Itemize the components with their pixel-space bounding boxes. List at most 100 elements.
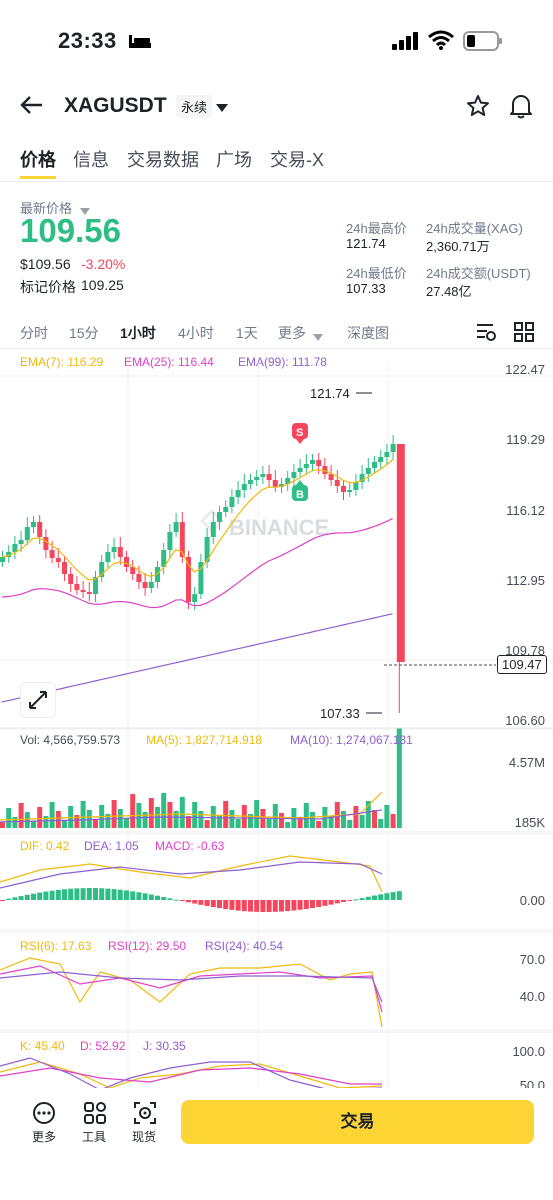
- macd-histogram-bar: [12, 897, 18, 900]
- tab-price[interactable]: 价格: [20, 150, 56, 170]
- buy-marker[interactable]: B: [292, 480, 308, 501]
- candle-body: [347, 490, 353, 492]
- volume-bar: [148, 798, 154, 828]
- tools-icon[interactable]: [83, 1101, 107, 1130]
- more-button[interactable]: 更多: [32, 1130, 57, 1144]
- interval-15m[interactable]: 15分: [69, 325, 99, 341]
- macd-histogram-bar: [310, 900, 315, 908]
- macd-histogram-bar: [167, 898, 173, 900]
- latest-price-caret-icon[interactable]: [80, 202, 90, 220]
- kdj-d-line: [0, 1067, 382, 1085]
- depth-chart-tab[interactable]: 深度图: [347, 325, 389, 341]
- back-arrow-icon[interactable]: [20, 95, 44, 120]
- candle-body: [266, 474, 272, 480]
- interval-more[interactable]: 更多: [278, 325, 306, 341]
- tab-trade-data[interactable]: 交易数据: [127, 150, 199, 170]
- rsi6-legend: RSI(6): 17.63: [20, 939, 92, 953]
- kdj-d-legend: D: 52.92: [80, 1039, 126, 1053]
- volume-bar: [0, 822, 5, 828]
- candle-body: [142, 582, 148, 588]
- macd-histogram-bar: [266, 900, 272, 912]
- tab-trade-x[interactable]: 交易-X: [270, 150, 324, 170]
- fullscreen-button[interactable]: [20, 682, 56, 718]
- candle-body: [24, 527, 30, 540]
- candle-body: [105, 552, 111, 562]
- macd-histogram-bar: [186, 900, 191, 903]
- macd-histogram-bar: [105, 888, 111, 900]
- macd-histogram-bar: [328, 900, 334, 905]
- kdj-k-legend: K: 45.40: [20, 1039, 65, 1053]
- macd-histogram-bar: [223, 900, 229, 910]
- candle-body: [86, 592, 92, 594]
- candle-body: [179, 522, 185, 557]
- symbol-dropdown-icon[interactable]: [215, 100, 229, 118]
- layout-grid-icon[interactable]: [514, 322, 534, 347]
- volume-bar: [130, 794, 136, 828]
- macd-histogram-bar: [43, 891, 49, 900]
- volume-ma10-legend: MA(10): 1,274,067.131: [290, 733, 413, 747]
- kdj-k-line: [0, 1061, 383, 1089]
- candle-body: [37, 522, 43, 537]
- usd-price: $109.56: [20, 256, 71, 272]
- macd-histogram-bar: [254, 900, 260, 912]
- macd-histogram-bar: [86, 888, 92, 900]
- rsi24-legend: RSI(24): 40.54: [205, 939, 284, 953]
- indicator-settings-icon[interactable]: [475, 322, 497, 347]
- macd-histogram-bar: [285, 900, 291, 912]
- macd-histogram-bar: [241, 900, 247, 912]
- macd-histogram-bar: [378, 894, 384, 900]
- sell-marker[interactable]: S: [292, 423, 308, 444]
- volume-bar: [62, 820, 67, 828]
- candle-body: [359, 474, 365, 482]
- macd-histogram-bar: [347, 900, 353, 901]
- interval-1d[interactable]: 1天: [236, 325, 258, 341]
- tools-button[interactable]: 工具: [82, 1130, 107, 1144]
- volume-axis-bottom: 185K: [514, 815, 545, 830]
- spot-button[interactable]: 现货: [132, 1130, 157, 1144]
- interval-timeline[interactable]: 分时: [20, 325, 48, 341]
- macd-histogram-bar: [49, 890, 55, 900]
- macd-dea-legend: DEA: 1.05: [84, 839, 139, 853]
- rsi24-line: [0, 971, 383, 1003]
- latest-price-label[interactable]: 最新价格: [20, 201, 73, 216]
- candle-body: [334, 480, 340, 486]
- favorite-star-icon[interactable]: [466, 94, 490, 123]
- price-axis-6: 106.60: [505, 713, 545, 728]
- macd-histogram-bar: [390, 892, 396, 900]
- macd-histogram-bar: [198, 900, 204, 905]
- volume-bar: [12, 817, 18, 828]
- latest-price: 109.56: [20, 212, 121, 249]
- interval-4h[interactable]: 4小时: [178, 325, 214, 341]
- volume-bar: [210, 806, 216, 828]
- alert-bell-icon[interactable]: [509, 93, 533, 124]
- trade-button[interactable]: 交易: [181, 1100, 534, 1144]
- more-icon[interactable]: [32, 1101, 56, 1130]
- candle-body: [49, 550, 55, 558]
- candlestick-chart[interactable]: BINANCE 121.74 107.33 S B: [0, 362, 553, 1092]
- volume-bar: [285, 822, 291, 828]
- price-axis-1: 122.47: [505, 362, 545, 377]
- symbol-title[interactable]: XAGUSDT: [64, 94, 167, 117]
- candle-body: [241, 484, 247, 490]
- interval-1h[interactable]: 1小时: [120, 325, 156, 341]
- spot-icon[interactable]: [133, 1101, 157, 1130]
- kdj-j-legend: J: 30.35: [143, 1039, 186, 1053]
- volume-24h: 2,360.71万: [426, 239, 490, 254]
- ema25-line: [1, 518, 393, 609]
- tab-square[interactable]: 广场: [216, 150, 252, 170]
- macd-dif-line: [0, 855, 383, 893]
- price-axis-5: 109.78: [505, 643, 545, 658]
- macd-histogram-bar: [161, 896, 167, 900]
- macd-histogram-bar: [37, 892, 43, 900]
- candle-body: [248, 480, 253, 484]
- volume-bar: [235, 819, 241, 828]
- current-price-tag[interactable]: 109.47: [497, 655, 547, 674]
- candle-body: [353, 482, 359, 490]
- candle-body: [198, 562, 204, 594]
- candle-body: [93, 577, 98, 594]
- interval-more-caret-icon[interactable]: [313, 328, 323, 346]
- rsi12-legend: RSI(12): 29.50: [108, 939, 187, 953]
- tab-info[interactable]: 信息: [73, 150, 109, 170]
- perpetual-badge: 永续: [176, 95, 213, 118]
- candle-body: [378, 457, 384, 462]
